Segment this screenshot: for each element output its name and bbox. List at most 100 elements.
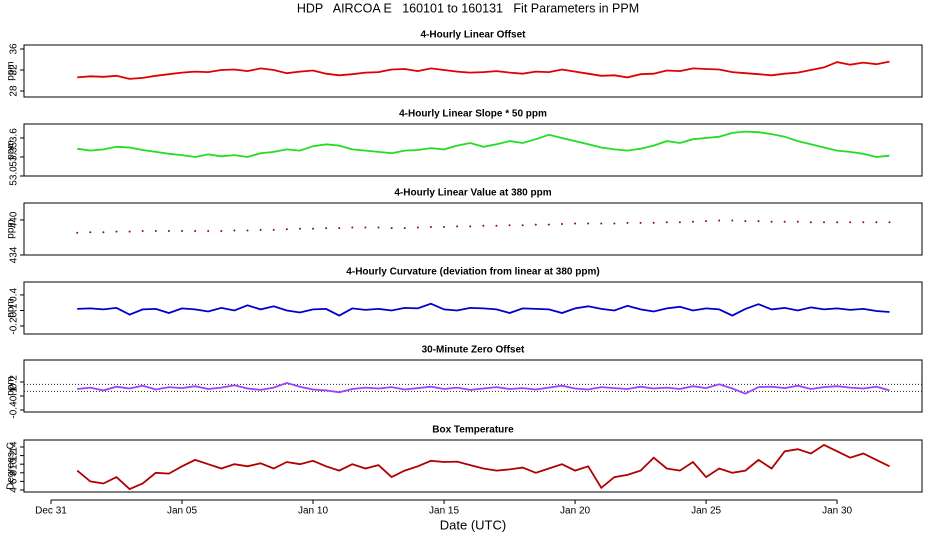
panel-frame: [23, 281, 923, 335]
data-point: [574, 222, 577, 225]
data-point: [849, 221, 852, 224]
data-line: [77, 302, 890, 317]
data-point: [272, 228, 275, 231]
data-point: [547, 223, 550, 226]
y-axis-label: ppm: [6, 376, 17, 395]
data-point: [482, 224, 485, 227]
y-axis-label: ppm: [6, 298, 17, 317]
data-line: [77, 130, 890, 158]
data-point: [718, 219, 721, 222]
data-point: [731, 219, 734, 222]
data-point: [613, 222, 616, 225]
data-point: [626, 221, 629, 224]
data-point: [587, 222, 590, 225]
data-point: [167, 230, 170, 233]
x-tick-label: Jan 10: [298, 506, 328, 517]
data-point: [194, 230, 197, 233]
y-tick-label: -0.2: [9, 317, 20, 335]
data-point: [744, 220, 747, 223]
panel-title: 4-Hourly Linear Slope * 50 ppm: [399, 109, 547, 120]
panel-frame: [23, 359, 923, 413]
y-tick-label: 36: [9, 43, 20, 55]
data-point: [364, 226, 367, 229]
data-point: [325, 227, 328, 230]
data-point: [560, 223, 563, 226]
y-tick-label: 28: [9, 85, 20, 97]
data-point: [403, 227, 406, 230]
y-tick-label: 434: [9, 246, 20, 263]
y-tick-label: 10: [9, 458, 20, 470]
data-point: [508, 224, 511, 227]
panel-title: 4-Hourly Linear Offset: [420, 30, 526, 41]
data-point: [298, 227, 301, 230]
y-tick-label: 53.6: [9, 128, 20, 148]
data-point: [115, 230, 118, 233]
data-point: [246, 229, 249, 232]
y-tick-label: 32: [9, 64, 20, 76]
data-point: [76, 231, 79, 234]
data-point: [181, 230, 184, 233]
data-line: [77, 381, 890, 395]
data-point: [377, 226, 380, 229]
data-point: [836, 221, 839, 224]
data-point: [429, 225, 432, 228]
y-tick-label: 53.0: [9, 166, 20, 186]
data-point: [154, 230, 157, 233]
data-point: [259, 228, 262, 231]
y-tick-label: 0.2: [9, 375, 20, 389]
data-point: [691, 220, 694, 223]
panel-frame: [23, 439, 923, 493]
panel-frame: [23, 202, 923, 256]
panel-frame: [23, 44, 923, 98]
data-point: [783, 220, 786, 223]
data-point: [469, 225, 472, 228]
panel-title: 4-Hourly Curvature (deviation from linea…: [346, 267, 599, 278]
data-point: [796, 220, 799, 223]
data-point: [456, 225, 459, 228]
y-tick-label: 12: [9, 450, 20, 462]
data-point: [862, 221, 865, 224]
y-tick-label: 6: [9, 478, 20, 484]
data-point: [678, 221, 681, 224]
panel-title: 30-Minute Zero Offset: [422, 345, 525, 356]
data-point: [888, 221, 891, 224]
data-point: [312, 227, 315, 230]
data-point: [390, 227, 393, 230]
data-point: [600, 222, 603, 225]
y-axis-label: Degrees C: [6, 442, 17, 490]
page-title: HDP AIRCOA E 160101 to 160131 Fit Parame…: [297, 1, 639, 15]
y-tick-label: 53.3: [9, 147, 20, 167]
y-tick-label: 0.1: [9, 303, 20, 317]
data-point: [128, 230, 131, 233]
x-axis-label: Date (UTC): [440, 517, 506, 532]
data-point: [338, 227, 341, 230]
y-tick-label: 0.4: [9, 288, 20, 302]
data-line: [76, 443, 890, 491]
x-tick-label: Jan 20: [560, 506, 590, 517]
x-tick-label: Jan 05: [167, 506, 197, 517]
y-axis-label: ppm: [6, 219, 17, 238]
y-tick-label: -0.4: [9, 401, 20, 419]
data-point: [233, 229, 236, 232]
y-tick-label: 440: [9, 211, 20, 228]
data-line: [77, 60, 890, 80]
data-point: [102, 231, 105, 234]
data-point: [705, 220, 708, 223]
data-point: [89, 231, 92, 234]
data-point: [521, 224, 524, 227]
data-point: [770, 220, 773, 223]
data-point: [639, 221, 642, 224]
x-tick-label: Jan 25: [691, 506, 721, 517]
y-tick-label: -0.1: [9, 387, 20, 405]
y-tick-label: 14: [9, 441, 20, 453]
panel-title: 4-Hourly Linear Value at 380 ppm: [394, 188, 551, 199]
data-point: [443, 225, 446, 228]
y-axis-label: ppm: [6, 140, 17, 159]
data-point: [534, 223, 537, 226]
x-tick-label: Dec 31: [35, 506, 67, 517]
data-point: [416, 226, 419, 229]
panel-title: Box Temperature: [432, 425, 514, 436]
data-point: [822, 221, 825, 224]
data-point: [809, 221, 812, 224]
